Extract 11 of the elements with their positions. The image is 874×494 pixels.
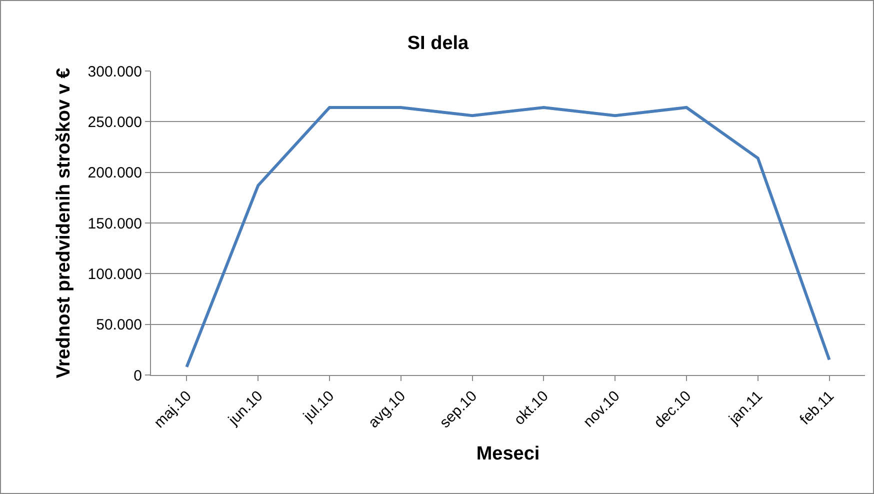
y-tick-label: 100.000 — [88, 266, 142, 283]
y-tick-label: 200.000 — [88, 164, 142, 182]
line-series — [185, 106, 831, 368]
y-tick-label: 150.000 — [88, 215, 142, 232]
y-tick-label: 0 — [134, 367, 142, 384]
x-axis-title: Meseci — [476, 443, 540, 464]
y-tick-label: 300.000 — [88, 63, 142, 80]
chart-title: SI dela — [407, 32, 470, 54]
y-tick-label: 50.000 — [96, 316, 142, 334]
y-tick-label: 250.000 — [88, 114, 142, 131]
y-axis-title: Vrednost predvidenih stroškov v € — [54, 67, 75, 378]
